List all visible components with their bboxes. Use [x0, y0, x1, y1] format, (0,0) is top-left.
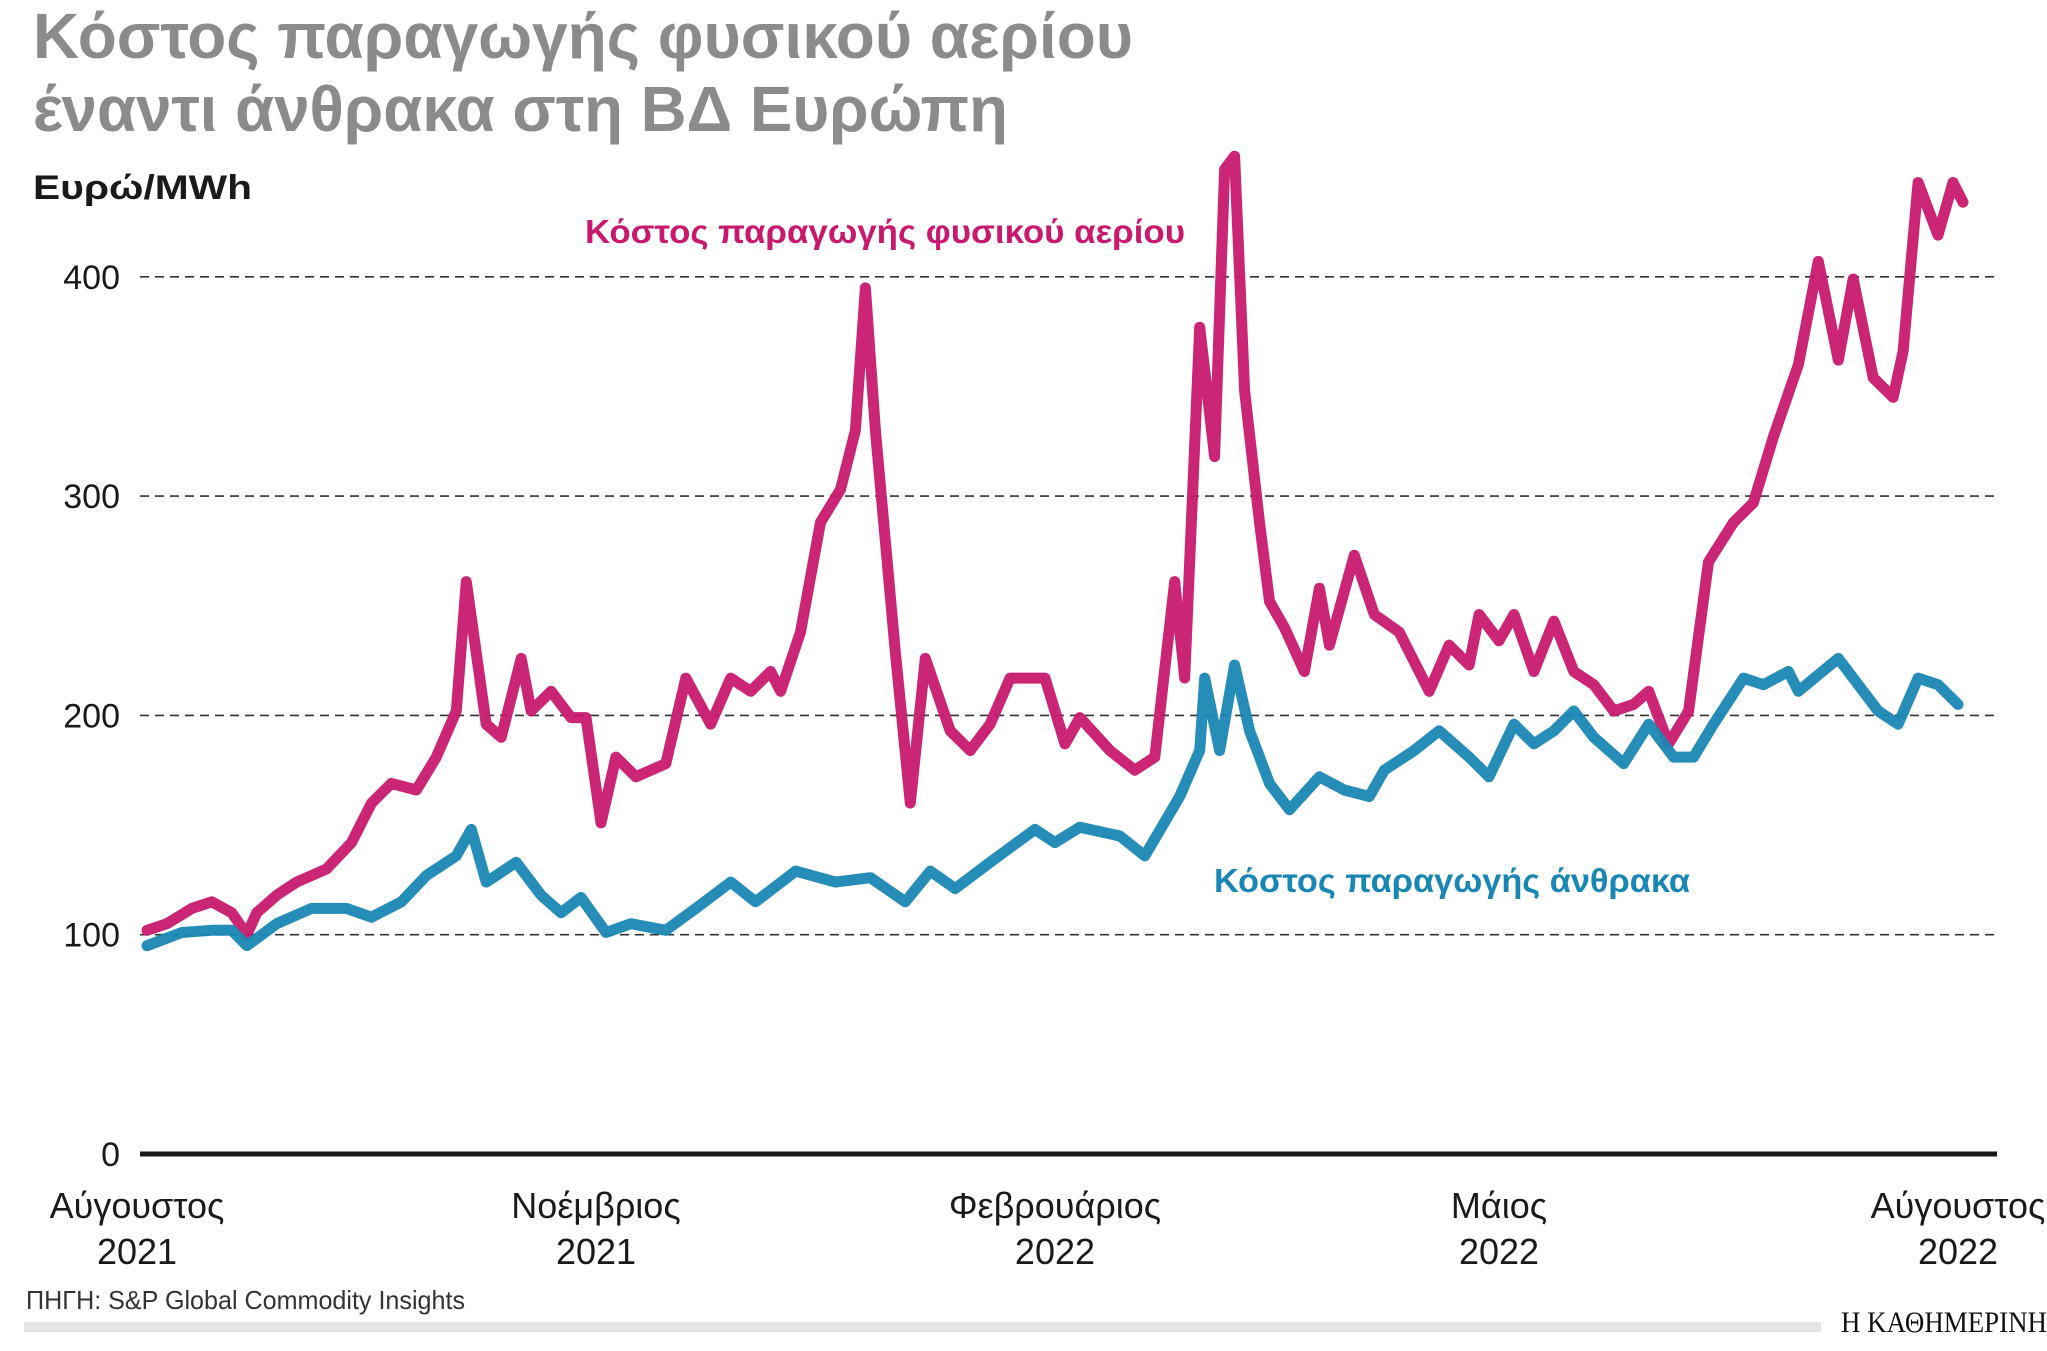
- x-tick-month: Νοέμβριος: [511, 1185, 680, 1226]
- coal-cost-line: [141, 652, 1964, 952]
- source-note: ΠΗΓΗ: S&P Global Commodity Insights: [26, 1285, 465, 1315]
- y-tick-label: 400: [63, 259, 120, 297]
- x-tick-month: Μάιος: [1451, 1185, 1547, 1226]
- x-axis-ticks: Αύγουστος 2021 Νοέμβριος 2021 Φεβρουάριος 202…: [50, 1185, 2046, 1272]
- x-tick-year: 2022: [1015, 1231, 1095, 1272]
- footer-bar: [24, 1322, 1821, 1332]
- coal-series-label: Κόστος παραγωγής άνθρακα: [1214, 862, 1690, 899]
- chart-title-line1: Κόστος παραγωγής φυσικού αερίου: [33, 0, 1133, 72]
- y-tick-label: 300: [63, 478, 120, 516]
- x-tick-month: Φεβρουάριος: [949, 1185, 1161, 1226]
- x-tick-month: Αύγουστος: [1871, 1185, 2046, 1226]
- y-axis-ticks: 0 100 200 300 400: [63, 259, 120, 1174]
- y-tick-label: 0: [101, 1136, 120, 1174]
- y-axis-unit-label: Ευρώ/MWh: [33, 169, 252, 207]
- gas-cost-line: [141, 150, 1969, 941]
- chart-title-line2: έναντι άνθρακα στη ΒΔ Ευρώπη: [33, 73, 1008, 145]
- x-tick-year: 2022: [1459, 1231, 1539, 1272]
- series-lines: [141, 150, 1969, 952]
- x-tick-year: 2022: [1918, 1231, 1998, 1272]
- y-tick-label: 200: [63, 697, 120, 735]
- x-tick-year: 2021: [556, 1231, 636, 1272]
- x-tick-month: Αύγουστος: [50, 1185, 225, 1226]
- y-tick-label: 100: [63, 917, 120, 955]
- x-tick-year: 2021: [97, 1231, 177, 1272]
- gas-series-label: Κόστος παραγωγής φυσικού αερίου: [585, 213, 1185, 250]
- publisher-logo: Η ΚΑΘΗΜΕΡΙΝΗ: [1841, 1306, 2047, 1339]
